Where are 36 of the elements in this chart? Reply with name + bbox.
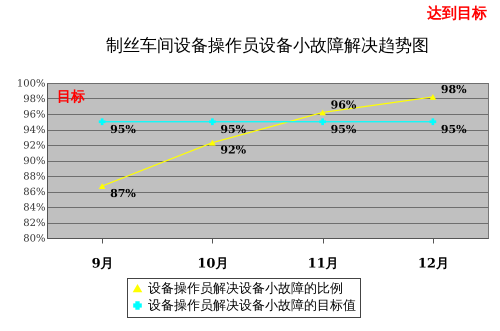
data-label: 95% bbox=[440, 122, 468, 136]
y-tick-label: 84% bbox=[23, 202, 46, 214]
point bbox=[430, 118, 436, 126]
point bbox=[319, 118, 326, 126]
point bbox=[319, 110, 326, 116]
point bbox=[98, 183, 106, 189]
data-label: 98% bbox=[440, 82, 468, 96]
x-tick-label: 11月 bbox=[308, 256, 339, 272]
y-tick-label: 96% bbox=[23, 110, 46, 120]
point bbox=[209, 140, 216, 146]
y-tick-label: 98% bbox=[23, 94, 46, 105]
y-tick-label: 100% bbox=[16, 78, 46, 90]
y-tick-label: 80% bbox=[23, 234, 46, 244]
data-label: 95% bbox=[330, 122, 357, 136]
point bbox=[98, 118, 106, 126]
y-tick-label: 86% bbox=[23, 187, 46, 198]
x-tick-label: 9月 bbox=[92, 256, 114, 272]
y-tick-label: 94% bbox=[23, 125, 46, 136]
chart-title: 制丝车间设备操作员设备小故障解决趋势图 bbox=[106, 36, 429, 56]
data-label: 87% bbox=[110, 187, 136, 200]
legend-label: 设备操作员解决设备小故障的比例 bbox=[148, 282, 343, 296]
point bbox=[430, 94, 436, 100]
text: 达到目标 bbox=[426, 4, 487, 22]
y-tick-label: 90% bbox=[23, 156, 46, 167]
x-tick-label: 12月 bbox=[418, 256, 449, 272]
annotation: 目标 bbox=[57, 89, 85, 105]
y-tick-label: 82% bbox=[23, 218, 46, 229]
y-tick-label: 92% bbox=[23, 140, 46, 152]
x-tick-label: 10月 bbox=[197, 256, 228, 272]
point bbox=[209, 118, 216, 126]
y-tick-label: 88% bbox=[23, 172, 46, 182]
data-label: 92% bbox=[220, 144, 247, 157]
legend-label: 设备操作员解决设备小故障的目标值 bbox=[148, 298, 356, 314]
data-label: 95% bbox=[110, 122, 136, 136]
data-label: 96% bbox=[330, 98, 357, 112]
data-label: 95% bbox=[220, 122, 247, 136]
